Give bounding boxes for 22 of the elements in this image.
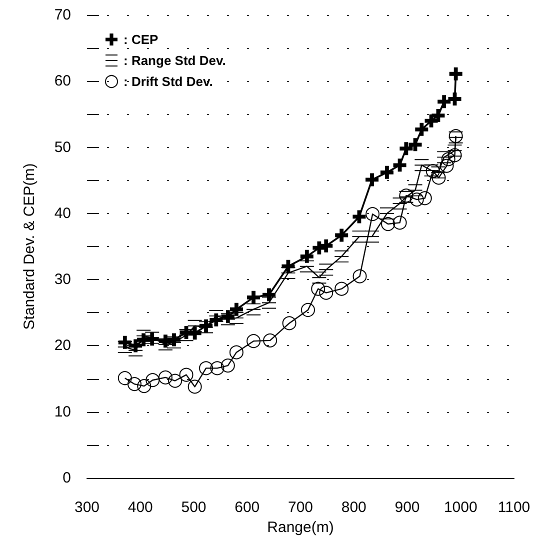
x-axis-title: Range(m) (267, 518, 334, 536)
legend-label: : CEP (124, 32, 158, 47)
x-tick-label: 500 (181, 499, 206, 516)
y-tick-label: 20 (54, 337, 71, 354)
y-tick-label: 10 (54, 403, 71, 420)
x-tick-label: 800 (341, 499, 366, 516)
y-tick-label: 60 (54, 72, 71, 90)
y-axis-title: Standard Dev. & CEP(m) (21, 163, 38, 330)
y-tick-label: 30 (54, 271, 71, 288)
legend-label: : Range Std Dev. (124, 53, 226, 68)
legend-label: : Drift Std Dev. (124, 74, 213, 89)
y-tick-label: 40 (54, 204, 71, 222)
x-tick-label: 300 (74, 499, 100, 516)
x-tick-label: 1000 (444, 499, 478, 516)
y-tick-label: 70 (54, 6, 71, 24)
x-tick-label: 1100 (498, 499, 530, 516)
x-tick-label: 900 (394, 499, 420, 516)
x-tick-label: 400 (128, 499, 153, 516)
x-tick-label: 700 (288, 499, 314, 516)
y-tick-label: 50 (54, 138, 71, 156)
x-tick-label: 600 (234, 499, 260, 516)
y-tick-label: 0 (62, 470, 71, 486)
